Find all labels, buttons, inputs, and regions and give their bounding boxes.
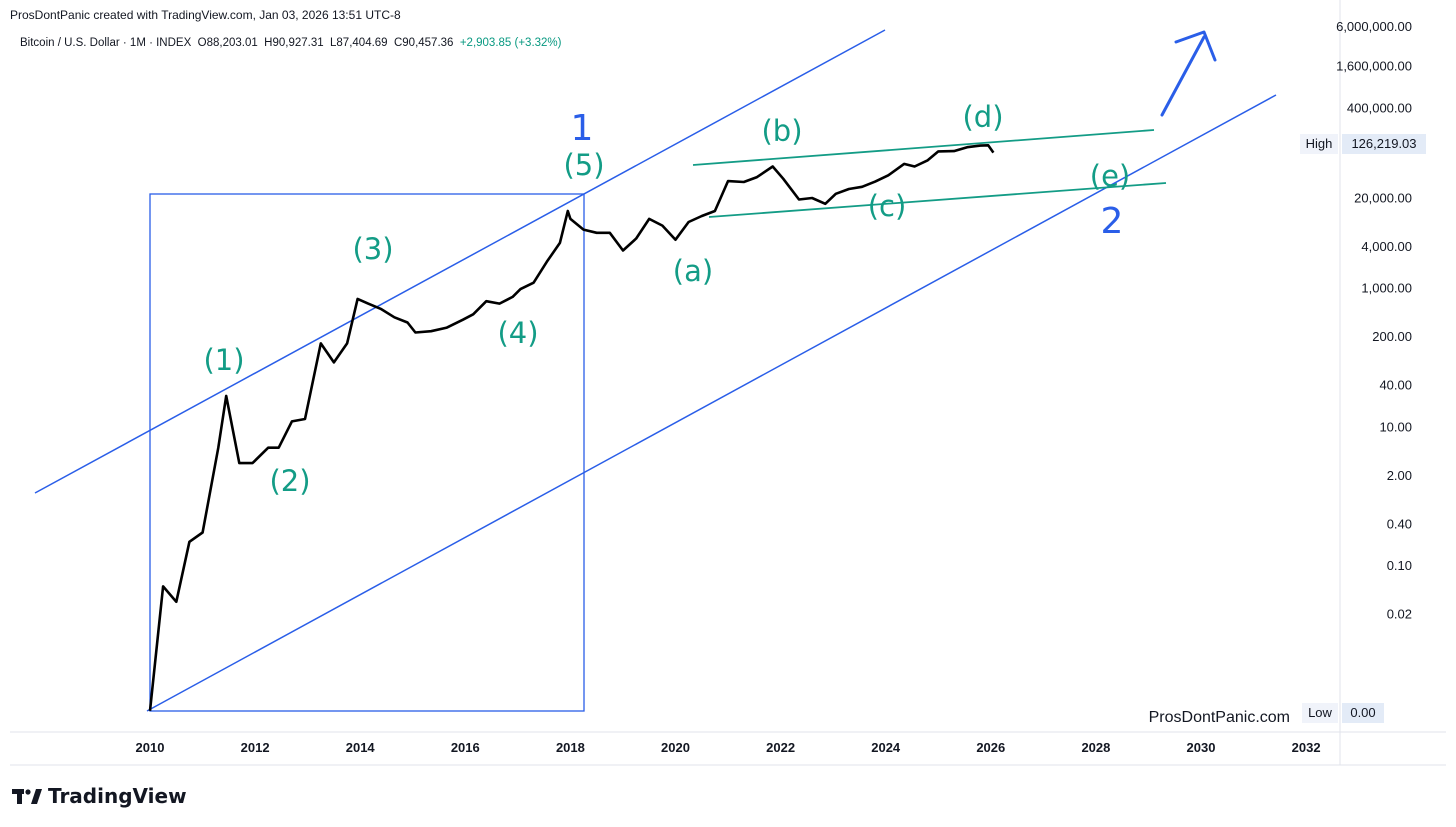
symbol-legend: Bitcoin / U.S. Dollar · 1M · INDEX O88,2…	[20, 37, 562, 49]
y-tick-label: 4,000.00	[1361, 239, 1412, 254]
ohlc-low: L87,404.69	[330, 37, 388, 49]
y-tick-label: 1,600,000.00	[1336, 59, 1412, 74]
y-tick-label: 400,000.00	[1347, 100, 1412, 115]
wave-label-1: (1)	[203, 343, 244, 377]
wave-label-3: (3)	[352, 232, 393, 266]
x-tick-label: 2016	[451, 740, 480, 755]
y-tick-label: 10.00	[1379, 419, 1412, 434]
price-change: +2,903.85 (+3.32%)	[459, 37, 562, 49]
ohlc-open: O88,203.01	[197, 37, 258, 49]
breakout-arrow-shaft	[1160, 35, 1206, 117]
symbol-name: Bitcoin / U.S. Dollar · 1M · INDEX	[20, 37, 192, 49]
watermark-text: ProsDontPanic.com	[1149, 709, 1290, 726]
x-tick-label: 2012	[241, 740, 270, 755]
tradingview-brand-text: TradingView	[48, 784, 187, 808]
wave-label-5: (5)	[563, 148, 604, 182]
price-series-line	[148, 144, 995, 712]
cycle-label-2: 2	[1101, 201, 1124, 242]
y-tick-label: 0.40	[1387, 516, 1412, 531]
x-tick-label: 2020	[661, 740, 690, 755]
y-tick-label: 1,000.00	[1361, 281, 1412, 296]
breakout-arrow-head	[1174, 30, 1217, 62]
x-tick-label: 2024	[871, 740, 901, 755]
channel-lower-line	[146, 94, 1277, 712]
x-tick-label: 2032	[1292, 740, 1321, 755]
wave-label-2: (2)	[269, 464, 310, 498]
ohlc-close: C90,457.36	[393, 37, 454, 49]
tradingview-logo-icon	[12, 789, 42, 804]
wave-label-c: (c)	[868, 189, 907, 223]
low-value: 0.00	[1350, 705, 1375, 720]
triangle-upper-line	[692, 129, 1155, 166]
wave-label-a: (a)	[673, 254, 713, 288]
tradingview-logo[interactable]: TradingView	[12, 784, 187, 808]
chart-credit: ProsDontPanic created with TradingView.c…	[10, 8, 401, 22]
x-tick-label: 2030	[1187, 740, 1216, 755]
y-tick-label: 0.02	[1387, 607, 1412, 622]
high-value-bg	[1342, 134, 1426, 154]
high-value: 126,219.03	[1351, 136, 1416, 151]
cycle-label-1: 1	[571, 108, 594, 149]
x-tick-label: 2018	[556, 740, 585, 755]
y-tick-label: 200.00	[1372, 329, 1412, 344]
wave-label-b: (b)	[761, 114, 802, 148]
wave-label-4: (4)	[497, 316, 538, 350]
x-tick-label: 2014	[346, 740, 376, 755]
x-tick-label: 2028	[1081, 740, 1110, 755]
x-tick-label: 2010	[136, 740, 165, 755]
y-tick-label: 40.00	[1379, 378, 1412, 393]
low-value-bg	[1342, 703, 1384, 723]
y-tick-label: 0.10	[1387, 558, 1412, 573]
high-tag-label: High	[1306, 136, 1333, 151]
triangle-lower-line	[708, 182, 1167, 218]
low-tag-bg	[1302, 703, 1338, 723]
y-tick-label: 2.00	[1387, 468, 1412, 483]
y-tick-label: 20,000.00	[1354, 191, 1412, 206]
high-tag-bg	[1300, 134, 1338, 154]
low-tag-label: Low	[1308, 705, 1332, 720]
wave-label-e: (e)	[1090, 159, 1130, 193]
y-tick-label: 6,000,000.00	[1336, 19, 1412, 34]
x-tick-label: 2026	[976, 740, 1005, 755]
channel-upper-line	[34, 29, 886, 494]
cycle-box	[149, 193, 585, 712]
wave-label-d: (d)	[962, 100, 1003, 134]
x-tick-label: 2022	[766, 740, 795, 755]
ohlc-high: H90,927.31	[264, 37, 324, 49]
